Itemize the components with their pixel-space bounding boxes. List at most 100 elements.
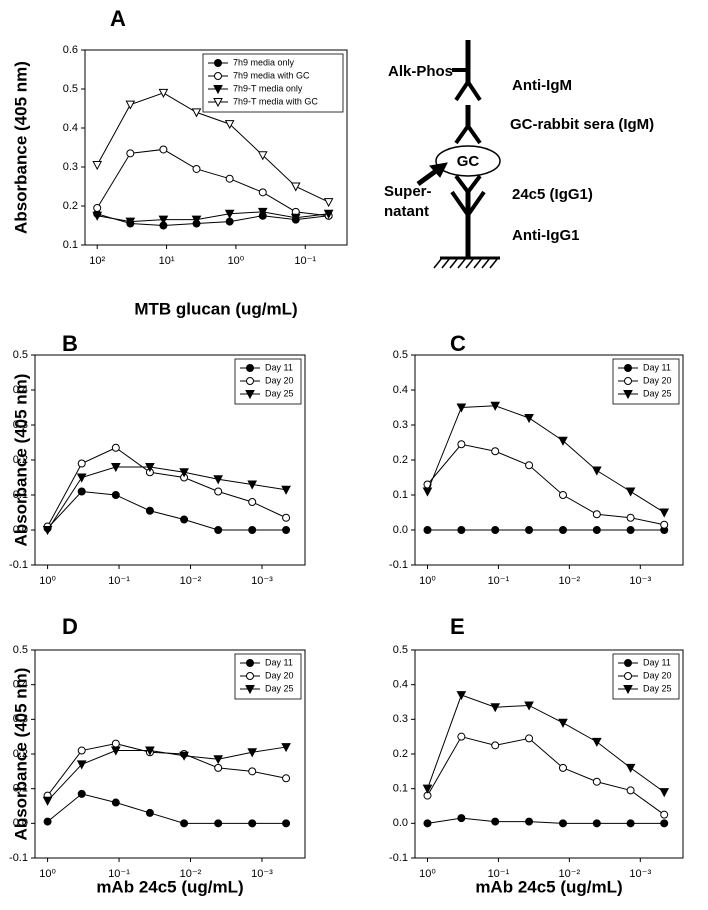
series-line [96, 148, 329, 217]
series-line [427, 405, 665, 513]
series-line [47, 490, 287, 531]
marker [247, 748, 258, 758]
marker [660, 819, 669, 828]
marker [457, 526, 466, 534]
legend-label: 7h9 media only [233, 57, 295, 67]
label: Anti-IgM [512, 77, 572, 94]
marker [423, 819, 432, 828]
marker [281, 743, 291, 753]
legend-marker [624, 364, 632, 372]
series-line [47, 447, 287, 527]
series-line [47, 793, 287, 824]
x-tick-label: 10⁻² [180, 575, 202, 587]
marker [525, 817, 534, 826]
y-tick-label: -0.1 [389, 559, 408, 571]
marker [558, 819, 567, 828]
arrow-head [429, 162, 448, 178]
marker [626, 526, 635, 534]
marker [281, 485, 291, 495]
marker [490, 401, 501, 411]
marker [258, 188, 267, 197]
marker [158, 88, 169, 98]
y-tick-label: 0.1 [63, 239, 78, 251]
marker [126, 149, 135, 158]
mab-arms [454, 174, 482, 196]
legend-marker [624, 672, 632, 680]
x-tick-label: 10⁻² [558, 575, 580, 587]
legend-label: 7h9 media with GC [233, 70, 310, 80]
marker [159, 145, 168, 154]
x-tick-label: 10⁻³ [629, 575, 651, 587]
y-tick-label: 0.5 [393, 349, 408, 361]
marker [558, 763, 567, 772]
marker [224, 209, 235, 219]
y-tick-label: 0.1 [393, 783, 408, 795]
legend-label: Day 20 [643, 375, 672, 385]
legend-label: 7h9-T media only [233, 83, 303, 93]
marker [290, 213, 301, 223]
marker [282, 819, 291, 828]
x-tick-label: 10⁰ [419, 868, 436, 880]
marker [111, 798, 120, 807]
panel-letter: B [62, 331, 78, 356]
marker [491, 741, 500, 750]
y-tick-label: 0.5 [63, 83, 78, 95]
marker [42, 796, 53, 806]
panel-letter: E [450, 614, 465, 639]
marker [626, 513, 635, 522]
marker [457, 814, 466, 823]
y-tick-label: 0.3 [63, 161, 78, 173]
marker [192, 164, 201, 173]
marker [423, 526, 432, 534]
y-tick-label: 0.0 [393, 817, 408, 829]
label: 24c5 (IgG1) [512, 186, 593, 203]
marker [77, 487, 86, 496]
x-tick-label: 10⁰ [39, 575, 56, 587]
marker [213, 475, 224, 485]
legend-label: Day 20 [265, 670, 294, 680]
y-tick-label: -0.1 [9, 852, 28, 864]
marker [214, 819, 223, 828]
marker [76, 473, 87, 483]
legend-marker [214, 72, 222, 80]
marker [525, 461, 534, 470]
marker [214, 487, 223, 496]
marker [491, 447, 500, 456]
y-tick-label: 0.0 [393, 524, 408, 536]
marker [457, 732, 466, 741]
legend-marker [245, 390, 255, 400]
gc-ellipse [435, 145, 501, 177]
marker [125, 217, 136, 227]
y-tick-label: 0.1 [13, 783, 28, 795]
panel-letter: A [110, 6, 126, 31]
x-tick-label: 10⁻¹ [488, 868, 510, 880]
marker [456, 691, 467, 701]
series-line [427, 443, 665, 526]
series-line [427, 736, 665, 816]
y-tick-label: 0.2 [13, 748, 28, 760]
marker [77, 789, 86, 798]
y-tick-label: 0.2 [393, 748, 408, 760]
label: natant [384, 203, 429, 220]
marker [490, 703, 501, 713]
plot-frame [84, 49, 348, 246]
marker [191, 108, 202, 118]
series-line [97, 213, 329, 227]
y-tick-label: 0.2 [393, 454, 408, 466]
label: Anti-IgG1 [512, 227, 580, 244]
legend-marker [623, 685, 633, 695]
marker [592, 510, 601, 519]
marker [145, 808, 154, 817]
y-tick-label: 0.0 [13, 524, 28, 536]
marker [422, 487, 433, 497]
y-tick-label: 0.2 [13, 454, 28, 466]
legend-marker [624, 377, 632, 385]
marker [282, 526, 291, 534]
marker [111, 739, 120, 748]
marker [591, 737, 602, 747]
y-tick-label: 0.3 [13, 713, 28, 725]
x-axis-title: mAb 24c5 (ug/mL) [96, 877, 243, 896]
marker [77, 746, 86, 755]
marker [660, 520, 669, 529]
marker [524, 414, 534, 424]
